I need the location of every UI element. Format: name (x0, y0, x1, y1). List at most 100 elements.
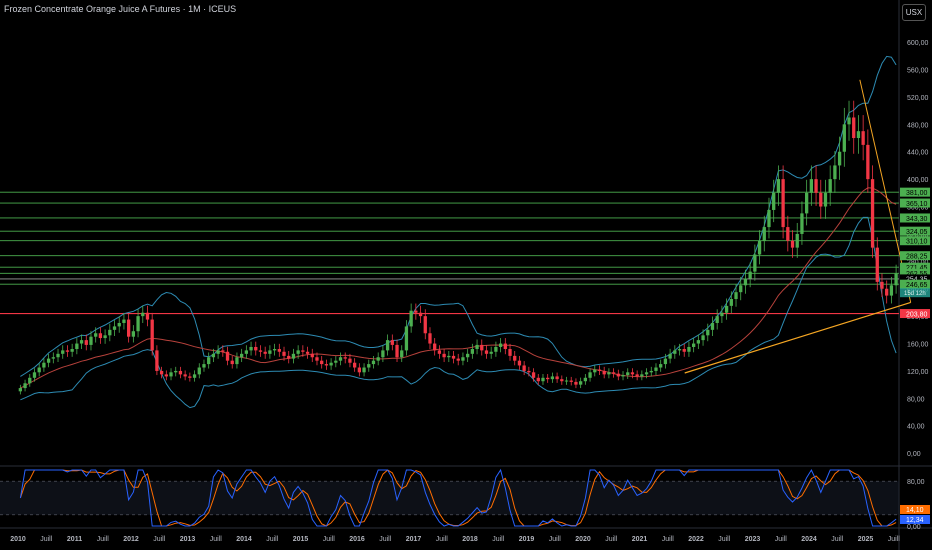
candle-body (334, 360, 338, 363)
candle-body (178, 370, 183, 375)
candle-body (578, 381, 583, 385)
candle-body (235, 357, 239, 365)
candle-body (790, 240, 795, 248)
x-tick-label: Juill (153, 536, 166, 543)
candle-body (136, 316, 140, 332)
candle-body (159, 370, 164, 375)
level-label-box (900, 279, 930, 289)
candle-body (828, 179, 832, 193)
x-tick-label: Juill (266, 536, 279, 543)
x-tick-label: 2013 (180, 536, 196, 543)
candle-body (343, 357, 347, 359)
level-label-box (900, 251, 930, 261)
x-tick-label: Juill (97, 536, 110, 543)
level-label-box (900, 198, 930, 208)
candle-body (418, 312, 423, 317)
candle-body (880, 281, 884, 289)
level-label: 203,80 (906, 311, 928, 318)
candle-body (531, 372, 536, 378)
level-label-box (900, 274, 930, 284)
bollinger-lower-line (20, 216, 897, 409)
x-tick-label: 2021 (632, 536, 648, 543)
candle-body (348, 358, 352, 363)
y-tick-label: 160,00 (907, 342, 929, 349)
candle-body (659, 364, 663, 368)
candle-body (748, 271, 752, 279)
candle-body (870, 179, 875, 248)
stoch-d-value: 14,10 (906, 507, 924, 514)
candle-body (611, 372, 616, 374)
candle-body (677, 349, 682, 351)
candle-body (211, 353, 216, 358)
candle-body (541, 377, 545, 382)
candle-body (772, 192, 776, 210)
level-label: 288,25 (906, 253, 928, 260)
candle-body (889, 285, 894, 296)
candle-body (216, 350, 220, 354)
candle-body (169, 372, 173, 377)
x-tick-label: 2017 (406, 536, 422, 543)
candle-body (287, 355, 291, 359)
candle-body (654, 367, 658, 371)
currency-button[interactable]: USX (902, 4, 926, 21)
candle-body (696, 340, 701, 344)
candle-body (663, 358, 668, 365)
candle-body (833, 165, 837, 180)
x-tick-label: 2025 (858, 536, 874, 543)
candle-body (804, 192, 809, 214)
candle-body (37, 367, 41, 373)
x-tick-label: 2014 (236, 536, 252, 543)
x-tick-label: Juill (831, 536, 844, 543)
candle-body (597, 369, 602, 371)
candle-body (767, 209, 771, 228)
stoch-y-tick: 0,00 (907, 524, 921, 531)
candle-body (856, 131, 861, 139)
y-tick-label: 360,00 (907, 205, 929, 212)
level-label-box (900, 213, 930, 223)
candle-body (131, 331, 136, 337)
candle-body (18, 388, 23, 392)
level-label: 381,00 (906, 190, 928, 197)
uptrend-line (684, 301, 911, 374)
candle-body (230, 360, 234, 365)
candle-body (602, 370, 606, 375)
candle-body (428, 333, 432, 344)
candle-body (367, 364, 371, 368)
x-tick-label: Juill (662, 536, 675, 543)
level-label-box (900, 268, 930, 278)
candle-body (329, 362, 333, 366)
y-tick-label: 480,00 (907, 122, 929, 129)
candle-body (555, 376, 559, 380)
y-tick-label: 40,00 (907, 424, 925, 431)
x-tick-label: 2016 (349, 536, 365, 543)
candle-body (188, 376, 192, 378)
y-tick-label: 80,00 (907, 396, 925, 403)
candle-body (593, 369, 597, 373)
candle-body (207, 357, 211, 365)
candle-body (494, 346, 498, 352)
y-tick-label: 120,00 (907, 369, 929, 376)
candle-body (221, 350, 225, 352)
timer-label-box (900, 288, 930, 298)
candle-body (701, 335, 705, 341)
level-label-box (900, 187, 930, 197)
candle-body (174, 370, 178, 373)
candle-body (371, 360, 376, 365)
level-label: 365,10 (906, 201, 928, 208)
candle-body (94, 333, 98, 337)
candle-body (362, 367, 366, 373)
candle-body (522, 365, 526, 371)
candle-body (414, 310, 418, 313)
candle-body (536, 377, 540, 382)
candle-body (385, 340, 390, 351)
x-tick-label: Juill (549, 536, 562, 543)
candle-body (98, 333, 103, 339)
candle-body (244, 350, 249, 354)
candle-body (635, 374, 639, 377)
candle-body (409, 310, 413, 327)
level-label: 343,30 (906, 216, 928, 223)
candle-body (564, 380, 569, 382)
candle-body (866, 144, 870, 180)
candle-body (607, 372, 611, 375)
